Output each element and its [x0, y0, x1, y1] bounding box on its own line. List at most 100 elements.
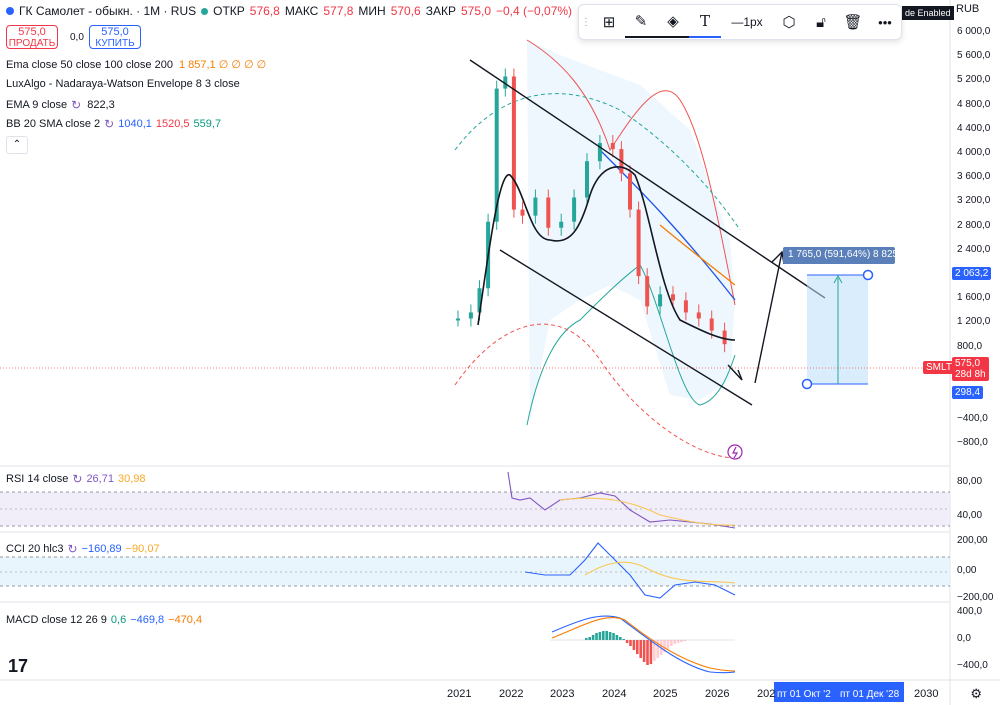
candle-body	[671, 294, 675, 301]
time-tick: 2022	[499, 688, 524, 700]
drawing-toolbar[interactable]: ⋮ ⊞ ✎ ◈ T — 1px ⬡ 🔓︎ 🗑︎ •••	[578, 4, 902, 40]
macd-bar	[656, 640, 659, 658]
price-tick: −800,0	[957, 437, 988, 449]
price-tick: 4 800,0	[957, 98, 991, 110]
price-tick: 2 800,0	[957, 219, 991, 231]
macd-bar	[602, 631, 605, 640]
macd-bar	[605, 631, 608, 640]
cci-line	[524, 542, 736, 599]
tradingview-logo[interactable]: 17	[8, 656, 28, 676]
legend-macd[interactable]: MACD close 12 26 9 0,6 −469,8 −470,4	[6, 614, 202, 626]
time-highlight-end: пт 01 Дек '28	[840, 689, 900, 700]
arrow-up-drawing[interactable]	[754, 251, 783, 384]
candle-body	[468, 312, 473, 319]
candle-body	[722, 330, 727, 345]
channel-upper-line[interactable]	[469, 59, 826, 299]
range-tag-bottom: 298,4	[952, 386, 984, 399]
time-tick: 2023	[550, 688, 575, 700]
symbol-tag: SMLT	[923, 361, 955, 374]
price-tick: −400,0	[957, 413, 988, 425]
legend-ema-multi[interactable]: Ema close 50 close 100 close 200 1 857,1…	[6, 58, 266, 72]
range-handle-bottom[interactable]	[801, 378, 813, 390]
arrow-down-drawing[interactable]	[727, 364, 743, 381]
rsi-tick: 40,00	[957, 510, 983, 521]
macd-bar	[649, 640, 653, 664]
refresh-icon[interactable]: ↻	[104, 117, 115, 131]
symbol-header[interactable]: ГК Самолет - обыкн. · 1M · RUS ОТКР 576,8…	[6, 4, 572, 18]
macd-bar	[666, 640, 670, 649]
lightning-icon[interactable]	[727, 444, 743, 460]
legend-values: 822,3	[87, 99, 115, 111]
rsi-ma-line	[559, 497, 736, 526]
rsi-line	[507, 471, 736, 529]
time-tick: 2026	[705, 688, 730, 700]
macd-tick: 400,0	[957, 606, 983, 617]
buy-button[interactable]: 575,0 КУПИТЬ	[89, 25, 141, 49]
legend-ema-9[interactable]: EMA 9 close ↻ 822,3	[6, 98, 115, 112]
macd-bar	[676, 640, 680, 643]
legend-rsi[interactable]: RSI 14 close ↻ 26,71 30,98	[6, 472, 146, 486]
more-icon[interactable]: •••	[878, 14, 892, 30]
fill-icon[interactable]: ◈	[657, 6, 689, 38]
price-tick: 3 200,0	[957, 195, 991, 207]
drag-handle-icon[interactable]: ⋮	[581, 16, 591, 28]
currency-label[interactable]: RUB	[956, 3, 980, 15]
cci-tick: 200,00	[957, 535, 988, 546]
legend-bollinger[interactable]: BB 20 SMA close 2 ↻ 1040,1 1520,5 559,7	[6, 117, 221, 131]
legend-nw-envelope[interactable]: LuxAlgo - Nadaraya-Watson Envelope 8 3 c…	[6, 78, 240, 90]
candle-body	[597, 143, 602, 162]
text-icon[interactable]: T	[689, 6, 721, 38]
bollinger-upper-band	[526, 39, 736, 306]
price-tick: 1 200,0	[957, 316, 991, 328]
price-tick: 6 000,0	[957, 26, 991, 37]
add-group-icon[interactable]: ⊞	[602, 14, 616, 31]
cci-ma-value: −90,07	[125, 543, 160, 555]
last-price-tag: 575,0 28d 8h	[952, 357, 989, 381]
settings-hex-icon[interactable]: ⬡	[782, 14, 796, 31]
macd-bar	[670, 640, 673, 646]
channel-lower-line[interactable]	[499, 249, 753, 406]
pencil-icon[interactable]: ✎	[625, 6, 657, 38]
legend-label: EMA 9 close	[6, 99, 68, 111]
candle-body	[494, 88, 499, 222]
refresh-icon[interactable]: ↻	[67, 542, 78, 556]
macd-hist-value: 0,6	[110, 614, 127, 626]
trash-icon[interactable]: 🗑︎	[843, 14, 863, 31]
macd-bar	[663, 640, 666, 652]
price-tick: 5 200,0	[957, 74, 991, 86]
legend-cci[interactable]: CCI 20 hlc3 ↻ −160,89 −90,07	[6, 542, 160, 556]
macd-bar	[673, 640, 676, 644]
time-highlight-start: пт 01 Окт '2	[777, 689, 831, 700]
open-label: ОТКР	[213, 4, 245, 18]
bb-lower-value: 559,7	[193, 118, 222, 130]
candle-body	[696, 312, 701, 319]
time-tick: 2021	[447, 688, 472, 700]
gear-icon[interactable]: ⚙	[970, 686, 982, 701]
line-width-selector[interactable]: — 1px	[721, 5, 773, 39]
sell-button[interactable]: 575,0 ПРОДАТЬ	[6, 25, 58, 49]
legend-label: CCI 20 hlc3	[6, 543, 64, 555]
macd-bar	[615, 635, 619, 640]
candle-body	[533, 197, 538, 216]
macd-bar	[585, 638, 588, 640]
refresh-icon[interactable]: ↻	[72, 472, 83, 486]
range-handle-top[interactable]	[862, 269, 874, 281]
macd-signal-line	[551, 616, 736, 672]
candle-body	[636, 209, 641, 277]
candle-body	[477, 288, 482, 313]
symbol-title[interactable]: ГК Самолет - обыкн. · 1M · RUS	[19, 4, 197, 18]
lock-icon[interactable]: 🔓︎	[816, 13, 826, 31]
time-tick: 2024	[602, 688, 627, 700]
collapse-legend-icon[interactable]: ⌃	[6, 136, 28, 154]
macd-bar	[595, 633, 598, 640]
bollinger-basis	[599, 149, 736, 301]
refresh-icon[interactable]: ↻	[71, 98, 82, 112]
legend-label: LuxAlgo - Nadaraya-Watson Envelope 8 3 c…	[6, 78, 240, 90]
price-tick: 4 400,0	[957, 122, 991, 134]
market-status-icon[interactable]	[201, 7, 209, 15]
price-tick: 2 400,0	[957, 243, 991, 255]
line-width-value: 1px	[743, 15, 763, 29]
low-label: МИН	[358, 4, 386, 18]
macd-tick: −400,0	[957, 660, 988, 671]
